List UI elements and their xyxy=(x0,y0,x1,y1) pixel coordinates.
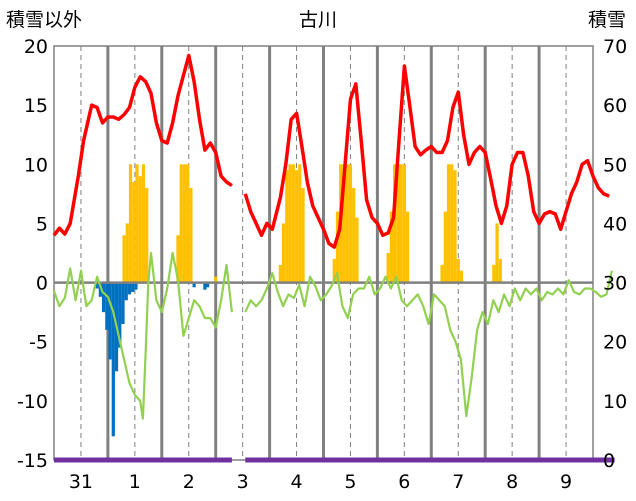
orange-bar xyxy=(396,164,400,283)
right-tick-label: 60 xyxy=(603,95,627,117)
orange-bar xyxy=(405,211,410,283)
blue-bar xyxy=(205,282,210,288)
orange-bar xyxy=(393,164,397,283)
blue-bar xyxy=(127,282,132,295)
orange-bar xyxy=(355,217,359,283)
orange-bar xyxy=(332,258,336,283)
left-tick-label: 20 xyxy=(24,36,48,58)
right-tick-label: 40 xyxy=(603,213,627,235)
left-tick-label: -5 xyxy=(29,332,48,354)
right-tick-label: 20 xyxy=(603,332,627,354)
orange-bar xyxy=(128,164,133,283)
blue-bar xyxy=(108,282,112,360)
left-tick-label: 5 xyxy=(36,213,48,235)
left-tick-label: -15 xyxy=(17,450,48,472)
orange-bar xyxy=(443,211,447,283)
blue-bar xyxy=(111,282,115,437)
left-tick-label: -10 xyxy=(17,391,48,413)
orange-bar xyxy=(456,258,460,283)
blue-bar xyxy=(118,282,122,348)
orange-bar xyxy=(498,258,502,283)
orange-bar xyxy=(352,187,356,283)
orange-bar xyxy=(389,211,394,283)
orange-bar xyxy=(278,264,282,283)
x-tick-label: 7 xyxy=(452,471,464,493)
right-tick-label: 10 xyxy=(603,391,627,413)
orange-bar xyxy=(285,170,289,283)
x-tick-label: 2 xyxy=(183,471,195,493)
orange-bar xyxy=(459,270,464,283)
orange-bar xyxy=(453,170,457,283)
orange-bar xyxy=(291,164,295,283)
orange-bar xyxy=(335,211,340,283)
orange-bar xyxy=(399,164,403,283)
orange-bar xyxy=(132,182,136,283)
orange-bar xyxy=(122,235,126,283)
orange-bar xyxy=(186,164,190,283)
orange-bar xyxy=(440,264,444,283)
left-axis-title: 積雪以外 xyxy=(6,9,82,31)
orange-bar xyxy=(182,164,187,283)
blue-bar xyxy=(121,282,125,324)
right-tick-label: 70 xyxy=(603,36,627,58)
right-tick-label: 0 xyxy=(603,450,615,472)
orange-bar xyxy=(281,223,286,283)
left-tick-label: 15 xyxy=(24,95,48,117)
blue-bar xyxy=(98,282,102,297)
chart-title: 古川 xyxy=(299,9,337,31)
left-tick-label: 10 xyxy=(24,154,48,176)
x-tick-label: 31 xyxy=(69,471,93,493)
blue-bar xyxy=(203,282,207,290)
x-tick-label: 5 xyxy=(344,471,356,493)
x-tick-label: 9 xyxy=(560,471,572,493)
right-tick-label: 30 xyxy=(603,273,627,295)
orange-bar xyxy=(189,187,193,283)
orange-bar xyxy=(298,164,302,283)
orange-bar xyxy=(145,187,149,283)
orange-bar xyxy=(141,164,146,283)
orange-bar xyxy=(386,253,390,283)
blue-bar xyxy=(134,282,138,290)
x-tick-label: 3 xyxy=(237,471,249,493)
orange-bar xyxy=(450,164,454,283)
orange-bar xyxy=(348,164,353,283)
red-series-line xyxy=(243,64,610,249)
green-series-line xyxy=(244,270,613,418)
orange-bar xyxy=(342,164,346,283)
orange-bar xyxy=(301,187,305,283)
orange-bar xyxy=(214,276,218,283)
right-axis-title: 積雪 xyxy=(588,9,626,31)
orange-bar xyxy=(125,223,129,283)
orange-bar xyxy=(135,164,139,283)
blue-bar xyxy=(101,282,106,313)
x-tick-label: 6 xyxy=(398,471,410,493)
orange-bar xyxy=(402,164,406,283)
orange-bar xyxy=(294,170,299,283)
orange-bar xyxy=(495,223,499,283)
orange-bar xyxy=(176,235,180,283)
orange-bar xyxy=(492,264,496,283)
blue-bar xyxy=(192,282,196,288)
x-tick-label: 8 xyxy=(506,471,518,493)
blue-bar xyxy=(95,282,99,289)
orange-bar xyxy=(446,164,451,283)
right-tick-label: 50 xyxy=(603,154,627,176)
orange-bar xyxy=(345,164,349,283)
blue-bar xyxy=(131,282,135,293)
orange-bar xyxy=(288,164,292,283)
x-tick-label: 1 xyxy=(129,471,141,493)
left-tick-label: 0 xyxy=(36,273,48,295)
green-series-line xyxy=(52,251,233,420)
red-series-line xyxy=(52,53,233,237)
orange-bar xyxy=(179,164,183,283)
blue-bar xyxy=(105,282,109,330)
blue-bar xyxy=(124,282,128,301)
plot-area: -15 -10 -5 0 5 10 15 20 0 10 20 30 40 50 60 70 31 1 2 3 4 5 6 7… xyxy=(17,36,627,493)
orange-bar xyxy=(138,176,142,283)
x-tick-label: 4 xyxy=(291,471,303,493)
